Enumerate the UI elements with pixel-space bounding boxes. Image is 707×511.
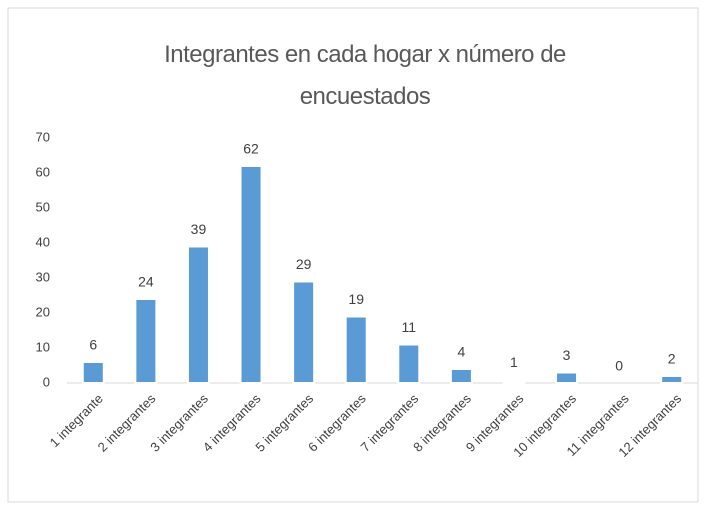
bar [555, 371, 579, 384]
data-label: 0 [615, 358, 623, 374]
data-label: 62 [243, 141, 259, 157]
data-label: 24 [138, 274, 154, 290]
data-label: 39 [191, 221, 207, 237]
y-tick-label: 10 [36, 339, 50, 354]
y-tick-label: 40 [36, 234, 50, 249]
y-tick-label: 50 [36, 199, 50, 214]
bar [186, 245, 210, 384]
bar [449, 368, 473, 384]
data-label: 3 [563, 347, 571, 363]
data-label: 2 [668, 351, 676, 367]
y-tick-label: 70 [36, 129, 50, 144]
data-label: 29 [296, 256, 312, 272]
bar [660, 375, 684, 384]
chart-border [7, 7, 699, 503]
bar [397, 343, 421, 384]
y-tick-label: 0 [43, 374, 50, 389]
chart-title: Integrantes en cada hogar x número de en… [164, 41, 566, 110]
y-tick-label: 60 [36, 164, 50, 179]
y-tick-label: 20 [36, 304, 50, 319]
bar [239, 165, 263, 384]
bar [134, 298, 158, 384]
bar [81, 361, 105, 384]
bar [502, 378, 526, 384]
data-label: 19 [348, 291, 364, 307]
y-tick-label: 30 [36, 269, 50, 284]
data-label: 4 [457, 344, 465, 360]
bar [344, 315, 368, 384]
data-label: 1 [510, 354, 518, 370]
bar [292, 280, 316, 384]
data-label: 11 [402, 319, 417, 335]
data-label: 6 [89, 337, 97, 353]
